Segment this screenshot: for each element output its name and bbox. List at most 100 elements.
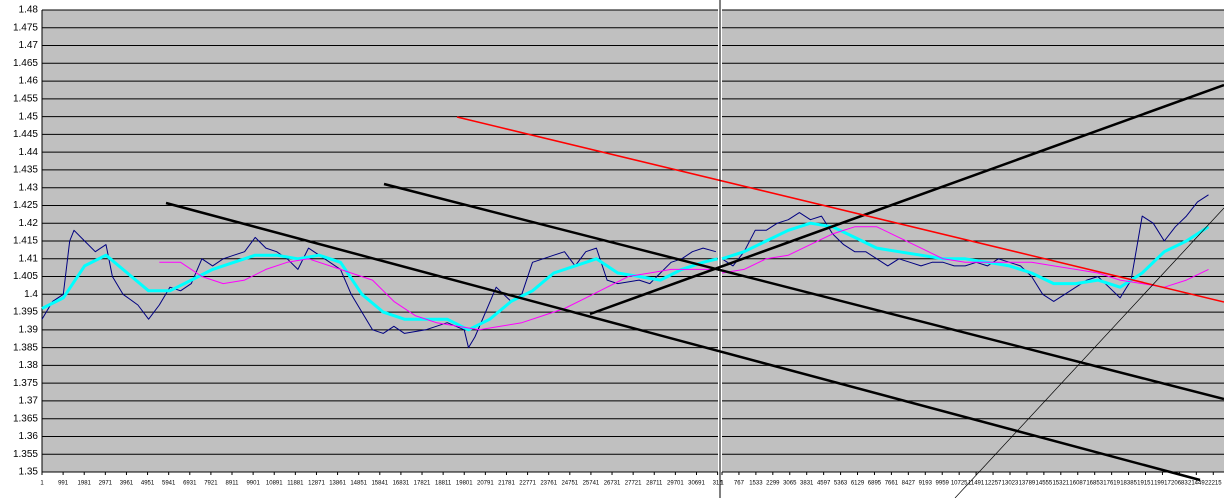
x-tick-label: 7661 xyxy=(885,481,899,487)
y-tick-label: 1.47 xyxy=(19,40,39,51)
trend-line xyxy=(383,182,1224,401)
x-tick-label: 16853 xyxy=(1086,481,1103,487)
x-tick-label: 13023 xyxy=(1002,481,1019,487)
x-tick-label: 12257 xyxy=(985,481,1002,487)
y-tick-label: 1.44 xyxy=(19,147,39,158)
x-tick-label: 5941 xyxy=(162,481,176,487)
line-series xyxy=(159,258,714,331)
line-series xyxy=(41,253,718,332)
x-tick-label: 3831 xyxy=(800,481,814,487)
x-tick-label: 2971 xyxy=(99,481,113,487)
x-tick-label: 316 xyxy=(713,481,724,487)
y-tick-label: 1.45 xyxy=(19,111,39,122)
x-tick-label: 991 xyxy=(58,481,69,487)
y-tick-label: 1.415 xyxy=(13,236,38,247)
x-tick-label: 10891 xyxy=(266,481,283,487)
y-tick-label: 1.4 xyxy=(24,289,38,300)
x-tick-label: 22215 xyxy=(1205,481,1222,487)
x-tick-label: 1 xyxy=(720,481,724,487)
y-tick-label: 1.39 xyxy=(19,324,39,335)
x-tick-label: 19801 xyxy=(456,481,473,487)
x-tick-label: 13789 xyxy=(1019,481,1036,487)
y-tick-label: 1.35 xyxy=(19,467,39,478)
line-series xyxy=(721,194,1209,302)
x-tick-label: 3065 xyxy=(783,481,797,487)
x-tick-label: 11881 xyxy=(287,481,304,487)
x-tick-label: 1 xyxy=(40,481,44,487)
x-tick-label: 12871 xyxy=(308,481,325,487)
line-series xyxy=(41,229,717,349)
line-series xyxy=(721,226,1209,288)
y-tick-label: 1.385 xyxy=(13,342,38,353)
x-tick-label: 13861 xyxy=(329,481,346,487)
x-tick-label: 16087 xyxy=(1069,481,1086,487)
x-tick-label: 19151 xyxy=(1137,481,1154,487)
trend-line xyxy=(165,201,1201,482)
y-tick-label: 1.355 xyxy=(13,449,38,460)
x-tick-label: 16831 xyxy=(393,481,410,487)
y-tick-label: 1.435 xyxy=(13,165,38,176)
x-tick-label: 15841 xyxy=(371,481,388,487)
x-tick-label: 29701 xyxy=(667,481,684,487)
y-tick-label: 1.46 xyxy=(19,76,39,87)
y-tick-label: 1.41 xyxy=(19,253,39,264)
trend-line xyxy=(589,83,1224,316)
x-tick-label: 6931 xyxy=(183,481,197,487)
x-tick-label: 6895 xyxy=(868,481,882,487)
trend-line xyxy=(954,207,1224,499)
x-tick-label: 2299 xyxy=(766,481,780,487)
x-tick-label: 7921 xyxy=(204,481,218,487)
x-tick-label: 15321 xyxy=(1052,481,1069,487)
line-series xyxy=(721,221,1210,289)
y-tick-label: 1.43 xyxy=(19,182,39,193)
x-tick-label: 17619 xyxy=(1103,481,1120,487)
y-tick-label: 1.36 xyxy=(19,431,39,442)
x-tick-label: 14851 xyxy=(350,481,367,487)
y-tick-label: 1.395 xyxy=(13,307,38,318)
x-tick-label: 9193 xyxy=(919,481,933,487)
x-tick-label: 24751 xyxy=(561,481,578,487)
y-tick-label: 1.42 xyxy=(19,218,39,229)
x-tick-label: 27721 xyxy=(625,481,642,487)
x-tick-label: 767 xyxy=(734,481,745,487)
trend-line xyxy=(456,116,1224,303)
trend-lines xyxy=(165,0,1224,499)
y-tick-label: 1.445 xyxy=(13,129,38,140)
x-tick-label: 19917 xyxy=(1154,481,1171,487)
x-tick-label: 10725 xyxy=(951,481,968,487)
x-tick-label: 21781 xyxy=(498,481,515,487)
y-tick-label: 1.475 xyxy=(13,22,38,33)
x-tick-label: 9959 xyxy=(936,481,950,487)
x-tick-label: 30691 xyxy=(688,481,705,487)
x-tick-label: 4951 xyxy=(141,481,155,487)
y-tick-label: 1.455 xyxy=(13,93,38,104)
x-tick-label: 8427 xyxy=(902,481,916,487)
x-tick-label: 8911 xyxy=(226,481,240,487)
x-tick-label: 6129 xyxy=(851,481,865,487)
x-tick-label: 17821 xyxy=(414,481,431,487)
x-tick-label: 3961 xyxy=(120,481,134,487)
y-tick-label: 1.375 xyxy=(13,378,38,389)
y-tick-label: 1.38 xyxy=(19,360,39,371)
y-tick-label: 1.425 xyxy=(13,200,38,211)
x-tick-label: 18385 xyxy=(1120,481,1137,487)
x-tick-label: 23761 xyxy=(540,481,557,487)
x-tick-label: 14555 xyxy=(1036,481,1053,487)
y-tick-label: 1.405 xyxy=(13,271,38,282)
x-tick-label: 1981 xyxy=(78,481,92,487)
x-tick-label: 18811 xyxy=(435,481,452,487)
x-tick-label: 28711 xyxy=(646,481,663,487)
x-tick-label: 1533 xyxy=(749,481,763,487)
x-tick-label: 20683 xyxy=(1171,481,1188,487)
x-tick-label: 9901 xyxy=(246,481,260,487)
x-tick-label: 4597 xyxy=(817,481,831,487)
y-tick-label: 1.37 xyxy=(19,396,39,407)
x-tick-label: 5363 xyxy=(834,481,848,487)
x-tick-label: 22771 xyxy=(519,481,536,487)
x-tick-label: 26731 xyxy=(604,481,621,487)
x-tick-label: 20791 xyxy=(477,481,494,487)
y-tick-label: 1.365 xyxy=(13,413,38,424)
y-tick-label: 1.465 xyxy=(13,58,38,69)
x-tick-label: 21449 xyxy=(1188,481,1205,487)
